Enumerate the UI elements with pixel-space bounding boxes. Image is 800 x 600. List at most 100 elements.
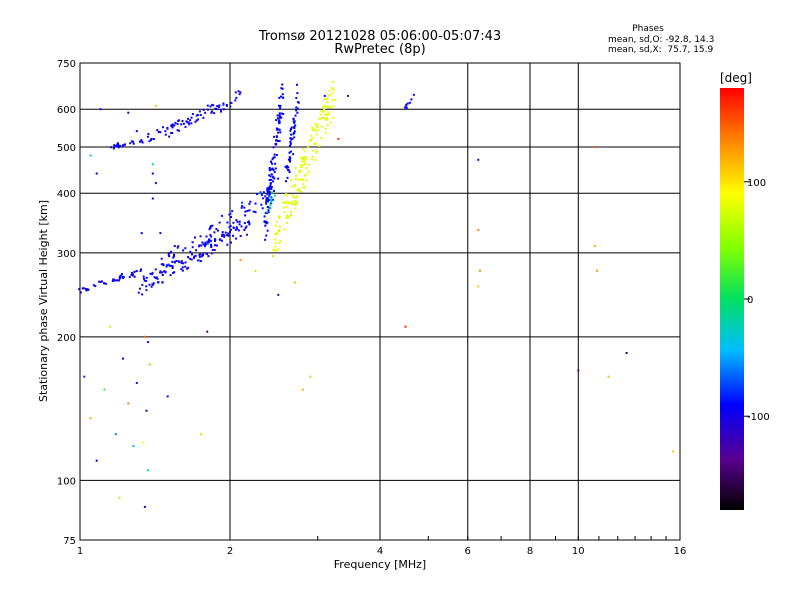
data-point [278, 128, 281, 131]
data-point [159, 270, 162, 273]
data-point [240, 225, 243, 228]
data-point [221, 235, 224, 237]
data-point [140, 232, 143, 235]
data-point [302, 163, 305, 166]
data-point [268, 194, 270, 197]
data-point [270, 160, 273, 163]
data-point [114, 145, 117, 148]
data-point [276, 231, 279, 234]
data-point [278, 116, 281, 119]
data-point [405, 104, 408, 107]
data-point [173, 271, 176, 274]
data-point [130, 140, 133, 143]
data-point [245, 233, 248, 236]
data-point [167, 264, 169, 266]
data-point [305, 173, 308, 176]
data-point [210, 245, 213, 248]
data-point [199, 114, 202, 116]
data-point [209, 227, 212, 229]
data-point [193, 256, 195, 259]
data-point [269, 175, 272, 178]
data-point [197, 118, 200, 121]
data-point [329, 121, 332, 124]
data-point [181, 120, 184, 122]
data-point [113, 278, 116, 281]
data-point [296, 83, 298, 86]
data-point [477, 158, 480, 161]
data-point [211, 224, 214, 227]
data-point [127, 111, 130, 114]
data-point [111, 280, 114, 282]
data-point [266, 189, 269, 192]
data-point [477, 285, 480, 288]
data-point [156, 129, 159, 132]
data-point [303, 163, 306, 165]
data-point [311, 149, 314, 152]
data-point [248, 209, 251, 212]
data-point [197, 259, 200, 262]
data-point [256, 193, 259, 195]
data-point [137, 291, 140, 294]
data-point [321, 117, 324, 120]
data-point [293, 130, 296, 133]
data-point [132, 445, 135, 448]
data-point [275, 135, 278, 138]
data-point [187, 121, 190, 124]
data-point [244, 227, 247, 229]
chart-title: Tromsø 20121028 05:06:00-05:07:43 [258, 29, 501, 44]
data-point [288, 156, 291, 159]
data-point [286, 222, 288, 224]
data-point [298, 189, 301, 192]
data-point [277, 177, 280, 180]
data-point [180, 260, 183, 263]
data-point [254, 269, 257, 272]
data-point [303, 159, 306, 162]
data-point [200, 244, 203, 247]
data-point [99, 108, 102, 111]
data-point [237, 90, 240, 93]
data-point [290, 185, 293, 188]
data-point [186, 267, 188, 270]
data-point [239, 91, 242, 94]
data-point [286, 165, 288, 168]
y-tick-label: 300 [57, 249, 76, 260]
data-point [292, 117, 295, 120]
data-point [266, 211, 269, 214]
data-point [145, 289, 148, 292]
data-point [118, 496, 121, 499]
data-point [288, 171, 291, 174]
data-point [207, 255, 210, 258]
data-point [287, 216, 290, 219]
data-point [270, 197, 273, 200]
data-point [181, 266, 184, 269]
data-point [194, 236, 196, 239]
data-point [313, 142, 316, 145]
data-point [131, 273, 134, 275]
data-point [171, 265, 174, 268]
data-point [240, 206, 243, 209]
data-point [190, 122, 193, 125]
data-point [146, 135, 149, 138]
data-point [278, 119, 281, 122]
data-point [305, 167, 308, 170]
data-point [162, 263, 165, 266]
data-point [477, 229, 480, 231]
data-point [244, 210, 247, 213]
data-point [116, 142, 119, 145]
data-point [208, 228, 211, 231]
data-point [287, 169, 290, 172]
y-tick-label: 75 [63, 536, 76, 547]
data-point [208, 238, 210, 241]
data-point [151, 197, 154, 200]
data-point [85, 289, 88, 292]
data-point [607, 375, 610, 378]
data-point [159, 271, 161, 274]
data-point [206, 104, 209, 107]
data-point [323, 105, 325, 108]
data-point [124, 143, 126, 146]
data-point [198, 110, 201, 113]
data-point [221, 233, 224, 236]
data-point [143, 279, 146, 282]
data-point [279, 131, 282, 134]
data-point [408, 101, 411, 104]
